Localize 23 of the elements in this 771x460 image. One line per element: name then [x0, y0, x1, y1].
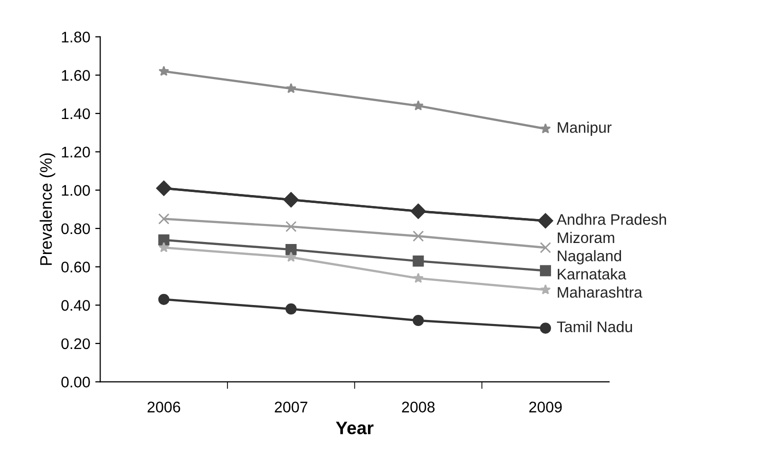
x-tick-label: 2009: [529, 402, 562, 412]
y-tick-label: 0.60: [61, 262, 90, 272]
y-tick-label: 1.20: [62, 146, 90, 158]
x-axis-title: Year: [336, 422, 374, 434]
y-tick-label: 0.40: [61, 300, 90, 311]
y-axis-title: Prevalence (%): [40, 153, 56, 265]
y-tick-label: 0.20: [61, 338, 90, 350]
series-label: Manipur: [558, 122, 612, 136]
series-label: Maharashtra: [558, 286, 642, 298]
series-label: Karnataka: [558, 268, 626, 280]
series-label: Tamil Nadu: [556, 321, 632, 332]
series-label: Nagaland: [558, 250, 622, 264]
y-tick-label: 1.00: [62, 185, 90, 196]
y-tick-label: 0.00: [61, 376, 90, 388]
y-tick-label: 0.80: [61, 223, 90, 234]
series-label: Mizoram: [558, 232, 614, 244]
series-label: Andhra Pradesh: [556, 214, 666, 225]
x-tick-label: 2008: [402, 402, 435, 412]
y-tick-label: 1.80: [62, 32, 90, 42]
x-tick-label: 2007: [274, 402, 308, 412]
y-tick-label: 1.60: [62, 70, 90, 81]
x-tick-label: 2006: [148, 402, 180, 412]
y-tick-label: 1.40: [62, 108, 90, 120]
